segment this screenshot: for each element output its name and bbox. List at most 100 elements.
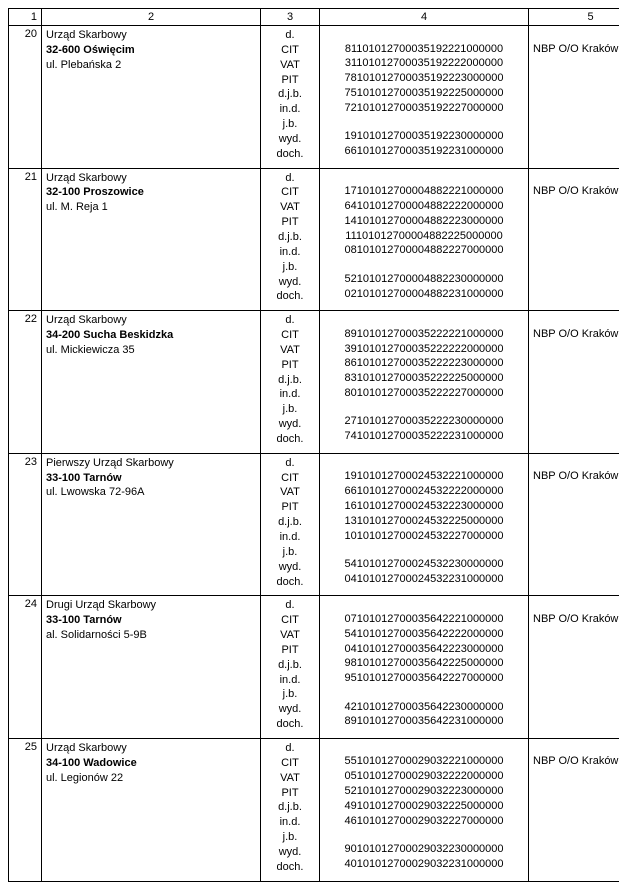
account-number: 75101012700035192225000000 <box>324 86 524 101</box>
bank-cell: NBP O/O Kraków <box>529 453 619 596</box>
type-label: VAT <box>265 343 315 358</box>
office-postcode-city: 33-100 Tarnów <box>46 471 256 486</box>
office-line: Urząd Skarbowy <box>46 28 256 43</box>
row-number: 20 <box>9 26 42 169</box>
account-number: 83101012700035222225000000 <box>324 371 524 386</box>
account-number: 95101012700035642227000000 <box>324 671 524 686</box>
account-number: 90101012700029032230000000 <box>324 842 524 857</box>
account-number: 89101012700035222221000000 <box>324 327 524 342</box>
account-number: 17101012700004882221000000 <box>324 184 524 199</box>
office-cell: Urząd Skarbowy34-200 Sucha Beskidzkaul. … <box>42 311 261 454</box>
type-label: j.b. <box>265 117 315 132</box>
office-line: ul. Legionów 22 <box>46 771 256 786</box>
accounts-cell: 1910101270002453222100000066101012700024… <box>320 453 529 596</box>
type-label: wyd. <box>265 845 315 860</box>
office-line: ul. M. Reja 1 <box>46 200 256 215</box>
type-label: PIT <box>265 215 315 230</box>
type-label: d. <box>265 456 315 471</box>
account-number: 14101012700004882223000000 <box>324 214 524 229</box>
table-row: 21Urząd Skarbowy32-100 Proszowiceul. M. … <box>9 168 619 311</box>
office-line: ul. Lwowska 72-96A <box>46 485 256 500</box>
account-number: 05101012700029032222000000 <box>324 769 524 784</box>
account-blank <box>324 598 524 612</box>
office-line: Pierwszy Urząd Skarbowy <box>46 456 256 471</box>
office-cell: Urząd Skarbowy34-100 Wadowiceul. Legionó… <box>42 738 261 881</box>
type-label: d.j.b. <box>265 800 315 815</box>
type-label: wyd. <box>265 417 315 432</box>
office-line: Urząd Skarbowy <box>46 313 256 328</box>
bank-name: NBP O/O Kraków <box>533 754 619 769</box>
account-number: 11101012700004882225000000 <box>324 229 524 244</box>
type-label: in.d. <box>265 387 315 402</box>
account-number: 64101012700004882222000000 <box>324 199 524 214</box>
type-label: d.j.b. <box>265 373 315 388</box>
table-row: 20Urząd Skarbowy32-600 Oświęcimul. Pleba… <box>9 26 619 169</box>
header-col-1: 1 <box>9 9 42 26</box>
account-blank <box>324 28 524 42</box>
account-number: 07101012700035642221000000 <box>324 612 524 627</box>
table-row: 23Pierwszy Urząd Skarbowy33-100 Tarnówul… <box>9 453 619 596</box>
type-label: in.d. <box>265 245 315 260</box>
bank-blank <box>533 313 619 327</box>
account-blank <box>324 401 524 415</box>
account-number: 39101012700035222222000000 <box>324 342 524 357</box>
type-label: in.d. <box>265 673 315 688</box>
type-label: d. <box>265 313 315 328</box>
account-number: 40101012700029032231000000 <box>324 857 524 872</box>
type-label: d. <box>265 741 315 756</box>
table-row: 24Drugi Urząd Skarbowy33-100 Tarnówal. S… <box>9 596 619 739</box>
account-number: 04101012700024532231000000 <box>324 572 524 587</box>
account-number: 52101012700004882230000000 <box>324 272 524 287</box>
type-label: j.b. <box>265 830 315 845</box>
account-number: 27101012700035222230000000 <box>324 414 524 429</box>
account-number: 66101012700035192231000000 <box>324 144 524 159</box>
office-cell: Urząd Skarbowy32-600 Oświęcimul. Plebańs… <box>42 26 261 169</box>
type-label: in.d. <box>265 102 315 117</box>
type-label: VAT <box>265 628 315 643</box>
bank-name: NBP O/O Kraków <box>533 469 619 484</box>
tax-office-table: 1 2 3 4 5 20Urząd Skarbowy32-600 Oświęci… <box>8 8 619 882</box>
accounts-cell: 5510101270002903222100000005101012700029… <box>320 738 529 881</box>
type-label: wyd. <box>265 702 315 717</box>
account-number: 49101012700029032225000000 <box>324 799 524 814</box>
account-number: 54101012700024532230000000 <box>324 557 524 572</box>
office-line: Drugi Urząd Skarbowy <box>46 598 256 613</box>
account-blank <box>324 456 524 470</box>
type-label: d. <box>265 598 315 613</box>
office-postcode-city: 34-100 Wadowice <box>46 756 256 771</box>
row-number: 25 <box>9 738 42 881</box>
office-postcode-city: 32-100 Proszowice <box>46 185 256 200</box>
account-number: 04101012700035642223000000 <box>324 642 524 657</box>
account-number: 86101012700035222223000000 <box>324 356 524 371</box>
header-col-3: 3 <box>261 9 320 26</box>
bank-blank <box>533 28 619 42</box>
type-label: j.b. <box>265 545 315 560</box>
type-label: VAT <box>265 485 315 500</box>
table-row: 25Urząd Skarbowy34-100 Wadowiceul. Legio… <box>9 738 619 881</box>
account-blank <box>324 313 524 327</box>
account-blank <box>324 116 524 130</box>
office-line: ul. Plebańska 2 <box>46 58 256 73</box>
accounts-cell: 8110101270003519222100000031101012700035… <box>320 26 529 169</box>
account-number: 89101012700035642231000000 <box>324 714 524 729</box>
account-number: 13101012700024532225000000 <box>324 514 524 529</box>
office-cell: Pierwszy Urząd Skarbowy33-100 Tarnówul. … <box>42 453 261 596</box>
office-line: Urząd Skarbowy <box>46 741 256 756</box>
bank-name: NBP O/O Kraków <box>533 42 619 57</box>
account-blank <box>324 741 524 755</box>
office-line: ul. Mickiewicza 35 <box>46 343 256 358</box>
type-label: wyd. <box>265 275 315 290</box>
office-cell: Drugi Urząd Skarbowy33-100 Tarnówal. Sol… <box>42 596 261 739</box>
account-number: 19101012700024532221000000 <box>324 469 524 484</box>
type-label: CIT <box>265 328 315 343</box>
type-label: d.j.b. <box>265 230 315 245</box>
account-number: 55101012700029032221000000 <box>324 754 524 769</box>
account-number: 08101012700004882227000000 <box>324 243 524 258</box>
type-label: wyd. <box>265 132 315 147</box>
type-label: j.b. <box>265 260 315 275</box>
account-blank <box>324 686 524 700</box>
office-line: al. Solidarności 5-9B <box>46 628 256 643</box>
account-number: 98101012700035642225000000 <box>324 656 524 671</box>
account-blank <box>324 171 524 185</box>
type-label: d. <box>265 28 315 43</box>
